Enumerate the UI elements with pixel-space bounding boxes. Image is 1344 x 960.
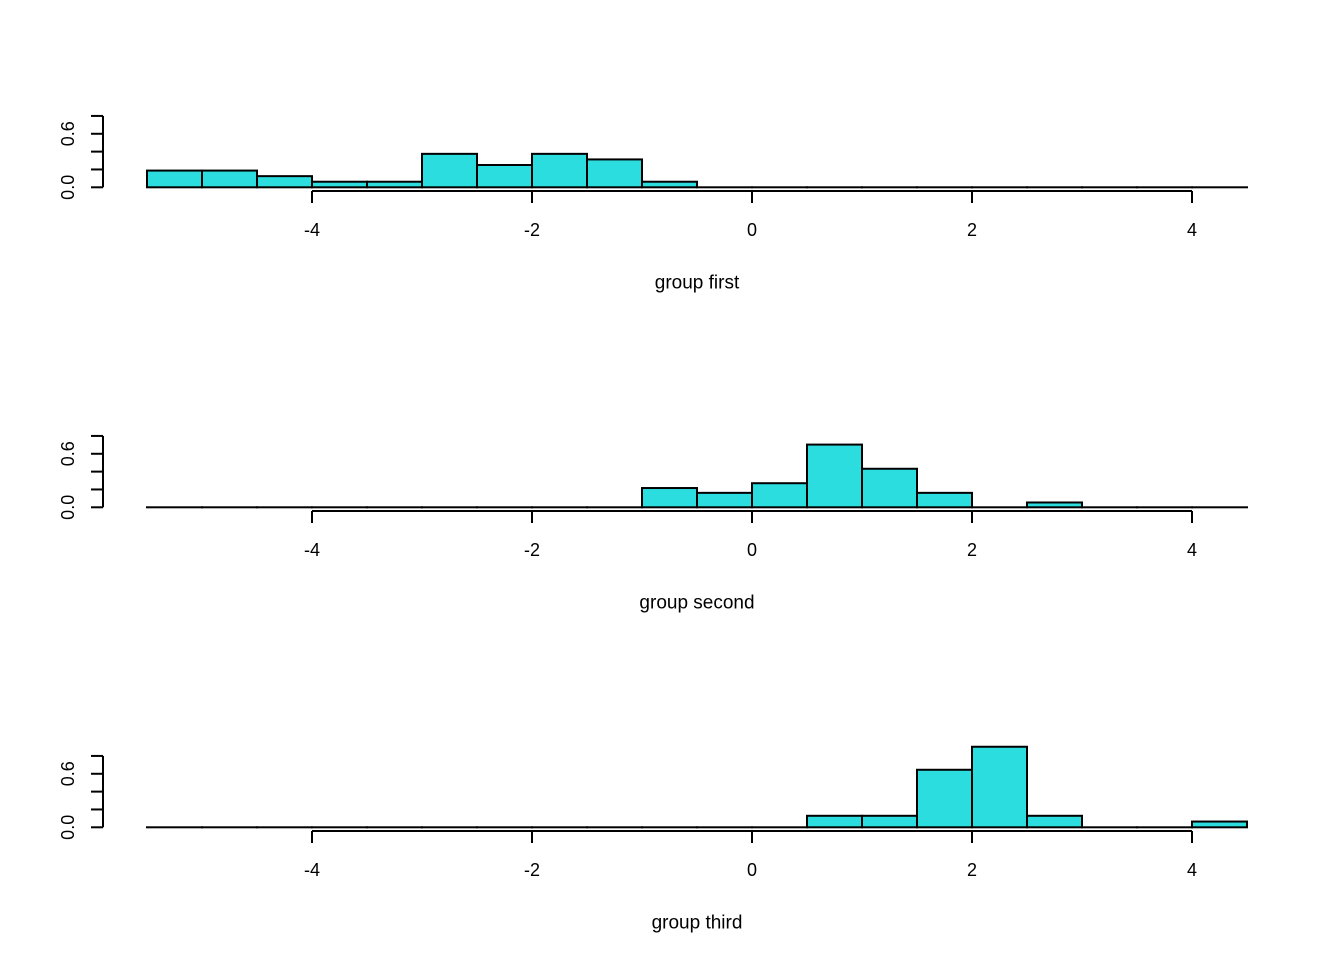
histogram-bar [916,491,973,509]
histogram-bar [531,152,588,189]
histogram-bar [311,180,368,189]
y-axis: 0.0 0.6 [58,434,104,520]
histogram-bar [476,164,533,189]
x-tick-label: -4 [304,540,320,560]
y-axis: 0.0 0.6 [58,114,104,200]
histogram-bar [971,745,1028,829]
histogram-bar [806,443,863,509]
x-tick-label: 0 [747,540,757,560]
histogram-bar [256,175,313,189]
y-axis: 0.0 0.6 [58,754,104,840]
x-tick-label: -2 [524,860,540,880]
histogram-bar [861,814,918,829]
histogram-bar [1026,814,1083,829]
histogram-bar [861,467,918,509]
x-tick-label: -2 [524,220,540,240]
histogram-bar [366,180,423,189]
histogram-bar [146,169,203,189]
y-tick-label: 0.0 [58,495,78,520]
y-tick-label: 0.6 [58,761,78,786]
histogram-bar [751,482,808,509]
x-tick-label: 0 [747,220,757,240]
x-axis-title: group first [655,272,740,293]
panel-group-second: 0.0 0.6 -4 -2 0 2 4 group second [58,434,1248,613]
x-tick-label: 4 [1187,540,1197,560]
x-tick-label: 2 [967,220,977,240]
histogram-bar [201,169,258,189]
histogram-bar [641,180,698,189]
panel-group-third: 0.0 0.6 -4 -2 0 2 4 group third [58,745,1248,933]
histogram-bars [146,443,1248,509]
x-axis-title: group second [639,592,754,613]
x-axis: -4 -2 0 2 4 [304,510,1197,560]
histogram-bar [641,487,698,509]
y-tick-label: 0.6 [58,441,78,466]
x-tick-label: -4 [304,860,320,880]
x-tick-label: -2 [524,540,540,560]
x-axis: -4 -2 0 2 4 [304,830,1197,880]
histogram-bar [421,152,478,189]
y-tick-label: 0.0 [58,175,78,200]
x-tick-label: 0 [747,860,757,880]
histogram-bar [1026,501,1083,509]
histogram-bar [1191,820,1248,829]
y-tick-label: 0.6 [58,121,78,146]
histogram-bar [696,491,753,509]
histogram-bar [586,158,643,189]
x-axis: -4 -2 0 2 4 [304,190,1197,240]
histogram-bar [806,814,863,829]
x-tick-label: 4 [1187,220,1197,240]
x-axis-title: group third [652,912,743,933]
x-tick-label: -4 [304,220,320,240]
x-tick-label: 2 [967,540,977,560]
histogram-bars [146,152,1248,189]
panel-group-first: 0.0 0.6 -4 -2 0 2 4 group first [58,114,1248,293]
histogram-bars [146,745,1248,829]
x-tick-label: 4 [1187,860,1197,880]
y-tick-label: 0.0 [58,815,78,840]
histogram-bar [916,768,973,829]
x-tick-label: 2 [967,860,977,880]
